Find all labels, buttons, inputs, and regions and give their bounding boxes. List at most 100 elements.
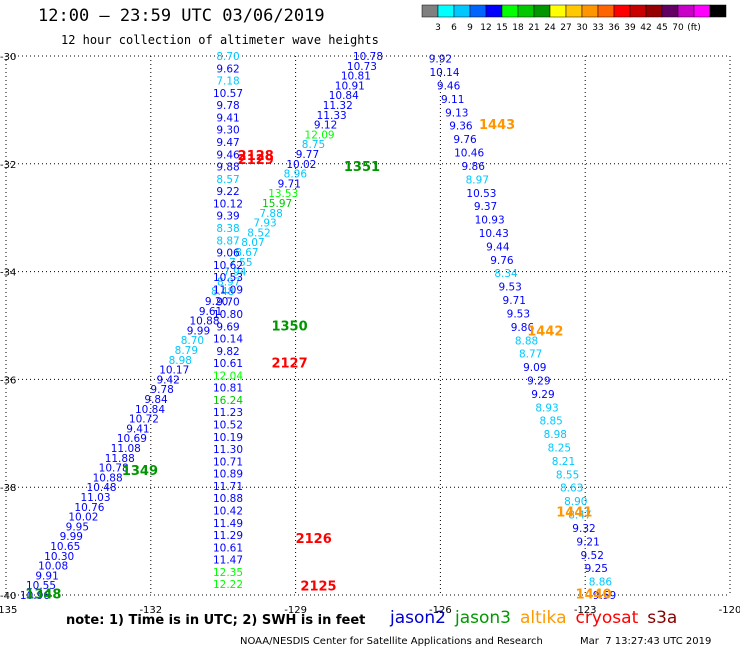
- y-tick-label: -38: [0, 483, 16, 494]
- legend-label: 39: [624, 23, 636, 33]
- wave-height-value: 10.53: [466, 188, 496, 200]
- pass-number-label: 1348: [25, 587, 61, 602]
- wave-height-value: 10.88: [93, 472, 123, 484]
- wave-height-value: 9.88: [216, 162, 239, 174]
- wave-height-value: 15.97: [262, 198, 292, 210]
- legend-swatch: [709, 4, 727, 18]
- wave-height-value: 9.84: [144, 394, 168, 406]
- wave-height-value: 10.55: [26, 580, 56, 592]
- wave-height-value: 9.86: [462, 161, 486, 173]
- wave-height-value: 8.96: [284, 169, 308, 181]
- y-tick-label: -36: [0, 375, 16, 386]
- wave-height-value: 8.79: [175, 345, 198, 357]
- wave-height-value: 9.76: [453, 134, 477, 146]
- wave-height-value: 9.13: [445, 107, 468, 119]
- wave-height-value: 10.80: [213, 309, 243, 321]
- wave-height-value: 12.35: [213, 567, 243, 579]
- legend-label: 6: [451, 23, 457, 33]
- wave-height-value: 9.47: [216, 137, 239, 149]
- wave-height-value: 10.19: [213, 432, 243, 444]
- wave-height-value: 10.88: [213, 493, 243, 505]
- wave-height-value: 8.97: [466, 174, 489, 186]
- wave-height-value: 11.32: [323, 100, 353, 112]
- y-tick-label: -32: [0, 160, 16, 171]
- legend-label: 24: [544, 23, 556, 33]
- wave-height-value: 9.44: [486, 241, 510, 253]
- wave-height-value: 9.91: [35, 570, 58, 582]
- wave-height-value: 9.29: [527, 375, 550, 387]
- wave-height-value: 8.07: [241, 237, 264, 249]
- wave-height-value: 9.32: [572, 523, 595, 535]
- footer-note: note: 1) Time is in UTC; 2) SWH is in fe…: [66, 613, 366, 628]
- wave-height-value: 10.88: [189, 316, 219, 328]
- wave-height-value: 8.48: [211, 286, 234, 298]
- wave-height-value: 10.14: [429, 67, 459, 79]
- pass-number-label: 1351: [344, 160, 380, 175]
- page-subtitle: 12 hour collection of altimeter wave hei…: [61, 33, 379, 47]
- wave-height-value: 9.41: [216, 112, 239, 124]
- wave-height-value: 9.99: [60, 531, 83, 543]
- wave-height-value: 10.84: [329, 90, 359, 102]
- legend-label: 18: [512, 23, 524, 33]
- pass-number-label: 1443: [479, 118, 515, 133]
- wave-height-value: 10.02: [286, 159, 316, 171]
- wave-height-value: 9.21: [576, 536, 599, 548]
- wave-height-value: 11.49: [213, 518, 243, 530]
- wave-height-value: 11.08: [111, 443, 141, 455]
- x-tick-label: -126: [429, 605, 452, 616]
- wave-height-value: 9.71: [503, 295, 526, 307]
- wave-height-value: 9.41: [126, 423, 149, 435]
- wave-height-value: 9.53: [507, 308, 530, 320]
- x-tick-label: -129: [284, 605, 307, 616]
- wave-height-value: 12.04: [213, 370, 243, 382]
- wave-height-value: 10.91: [335, 80, 365, 92]
- legend-label: 12: [480, 23, 491, 33]
- wave-height-value: 9.69: [216, 321, 239, 333]
- x-tick-label: -135: [0, 605, 17, 616]
- wave-height-value: 8.38: [216, 223, 239, 235]
- wave-height-value: 8.87: [216, 235, 239, 247]
- wave-height-value: 8.93: [535, 402, 558, 414]
- pass-number-label: 1349: [122, 464, 158, 479]
- wave-height-value: 9.46: [216, 149, 240, 161]
- satellite-legend: jason2 jason3 altika cryosat s3a: [390, 608, 686, 628]
- wave-height-value: 9.59: [593, 590, 616, 602]
- wave-height-value: 10.52: [213, 420, 243, 432]
- wave-height-value: 9.82: [216, 346, 239, 358]
- wave-height-value: 9.11: [441, 94, 464, 106]
- legend-label: 3: [435, 23, 441, 33]
- wave-height-value: 8.85: [539, 416, 562, 428]
- wave-height-value: 9.36: [449, 121, 473, 133]
- wave-height-value: 10.61: [213, 358, 243, 370]
- wave-height-value: 10.61: [213, 542, 243, 554]
- legend-label: 36: [608, 23, 620, 33]
- wave-height-value: 10.48: [87, 482, 117, 494]
- wave-height-value: 11.29: [213, 530, 243, 542]
- pass-number-label: 2128: [238, 149, 274, 164]
- wave-height-value: 11.30: [213, 444, 243, 456]
- wave-height-value: 8.34: [494, 268, 518, 280]
- wave-height-value: 10.08: [38, 561, 68, 573]
- wave-height-value: 10.30: [44, 551, 74, 563]
- pass-number-label: 2129: [238, 153, 274, 168]
- satellite-name: s3a: [647, 608, 678, 628]
- wave-height-value: 10.53: [213, 272, 243, 284]
- x-tick-label: -123: [574, 605, 597, 616]
- pass-number-label: 2125: [300, 579, 336, 594]
- pass-number-label: 2127: [271, 357, 307, 372]
- wave-height-value: 10.96: [20, 590, 50, 602]
- wave-height-value: 11.71: [213, 481, 243, 493]
- legend-label: 27: [560, 23, 571, 33]
- wave-height-value: 12.22: [213, 579, 243, 591]
- wave-height-value: 9.86: [511, 322, 535, 334]
- wave-height-value: 9.52: [581, 550, 604, 562]
- y-tick-label: -30: [0, 52, 16, 63]
- wave-height-value: 10.81: [213, 383, 243, 395]
- wave-height-value: 9.22: [216, 186, 239, 198]
- wave-height-value: 9.46: [437, 81, 461, 93]
- wave-height-value: 10.78: [99, 463, 129, 475]
- wave-height-value: 8.55: [556, 469, 579, 481]
- wave-height-value: 8.88: [515, 335, 538, 347]
- x-tick-label: -120: [719, 605, 740, 616]
- wave-height-value: 9.71: [278, 178, 301, 190]
